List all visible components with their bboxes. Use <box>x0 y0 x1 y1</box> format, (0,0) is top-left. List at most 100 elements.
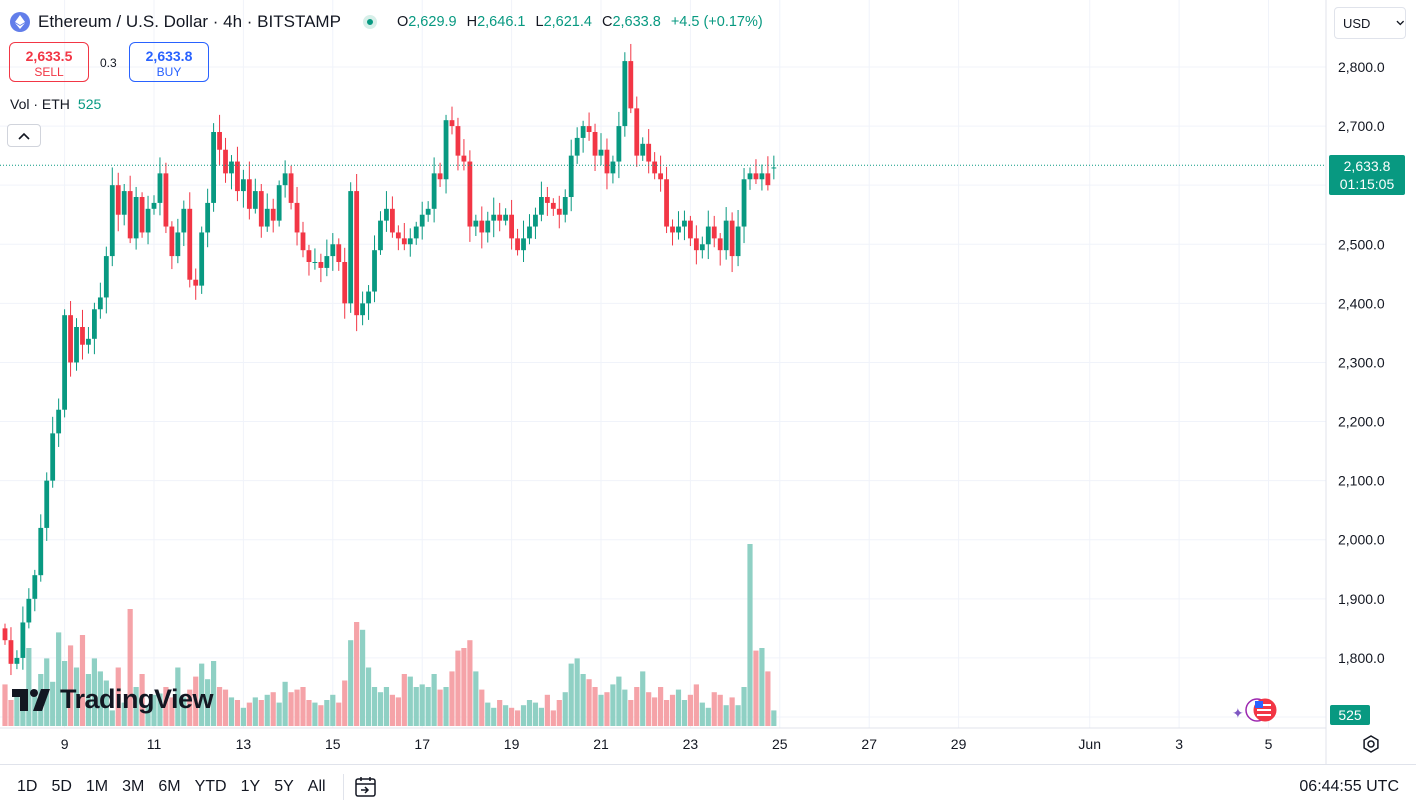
time-tick-label: 5 <box>1265 736 1273 752</box>
candle <box>288 173 294 203</box>
candle <box>109 185 115 257</box>
candle <box>753 173 759 180</box>
candle <box>264 208 270 227</box>
volume-bar <box>753 650 759 726</box>
volume-bar <box>479 689 485 726</box>
candle <box>395 232 401 239</box>
candle <box>574 137 580 156</box>
symbol-title[interactable]: Ethereum / U.S. Dollar · 4h · BITSTAMP <box>38 12 341 31</box>
volume-bar <box>73 667 80 726</box>
utc-clock[interactable]: 06:44:55 UTC <box>1299 777 1399 795</box>
candle <box>670 226 675 233</box>
candle <box>384 208 389 221</box>
market-flags-icon[interactable]: ✦ <box>1231 697 1283 725</box>
range-1m-button[interactable]: 1M <box>85 777 109 795</box>
chart-grid <box>0 0 1327 764</box>
volume-bar <box>562 692 568 726</box>
candle <box>485 220 491 233</box>
candle <box>562 197 568 215</box>
volume-bar <box>193 676 199 726</box>
last-price-tag: 2,633.8 01:15:05 <box>1329 155 1405 195</box>
candle <box>509 214 514 239</box>
volume-bar <box>389 694 395 726</box>
volume-bar <box>365 667 372 726</box>
volume-bar <box>544 694 550 726</box>
price-chart[interactable]: 1,800.0 1,900.0 2,000.0 2,100.0 2,200.0 2,300… <box>0 0 1416 764</box>
volume-bar <box>109 710 115 726</box>
volume-bar <box>151 694 157 726</box>
volume-bar <box>56 632 62 726</box>
volume-bar <box>294 689 300 726</box>
go-to-date-icon[interactable] <box>354 775 378 799</box>
volume-bar <box>681 700 688 726</box>
currency-select[interactable]: USD <box>1334 7 1406 39</box>
range-5d-button[interactable]: 5D <box>51 777 72 795</box>
candle <box>193 279 199 286</box>
range-1d-button[interactable]: 1D <box>17 777 38 795</box>
buy-button[interactable]: 2,633.8 BUY <box>129 42 209 82</box>
volume-legend[interactable]: Vol · ETH 525 <box>10 96 102 112</box>
chevron-down-icon <box>1396 20 1405 26</box>
volume-bar <box>419 684 425 726</box>
settings-icon[interactable] <box>1361 734 1381 754</box>
volume-bar <box>121 702 127 726</box>
time-tick-label: 27 <box>861 736 877 752</box>
candle <box>97 297 103 310</box>
volume-bar <box>759 648 765 726</box>
candle <box>282 173 288 186</box>
volume-bar <box>765 671 771 726</box>
candle <box>378 220 383 251</box>
volume-bar <box>485 702 491 726</box>
candle <box>211 132 216 203</box>
candle <box>527 226 532 239</box>
bottom-toolbar: 1D 5D 1M 3M 6M YTD 1Y 5Y All 06:44:55 UT… <box>0 764 1416 808</box>
volume-bar <box>640 671 646 726</box>
volume-bar <box>133 687 139 726</box>
candle <box>646 143 652 162</box>
volume-bar <box>628 700 634 726</box>
candle <box>145 208 151 233</box>
volume-bar <box>288 692 294 726</box>
candle <box>723 220 729 251</box>
volume-bar <box>473 671 479 726</box>
sell-button[interactable]: 2,633.5 SELL <box>9 42 89 82</box>
candle <box>664 179 669 227</box>
spread-value: 0.3 <box>100 56 117 70</box>
volume-bar <box>574 658 580 726</box>
candle <box>568 155 574 197</box>
candle <box>133 197 139 239</box>
volume-bar <box>741 687 747 726</box>
candle <box>390 208 395 233</box>
volume-bar <box>467 640 473 726</box>
volume-bar <box>538 707 544 726</box>
candle <box>550 202 556 209</box>
tradingview-logo[interactable]: TradingView <box>12 684 214 715</box>
volume-bar <box>139 674 145 726</box>
volume-bar <box>97 671 103 726</box>
volume-bar <box>62 661 68 726</box>
volume-bar <box>455 650 461 726</box>
volume-bar <box>675 689 682 726</box>
price-tick-label: 2,200.0 <box>1338 414 1385 430</box>
volume-bar <box>26 648 32 726</box>
candle <box>169 226 175 257</box>
range-6m-button[interactable]: 6M <box>158 777 181 795</box>
volume-bar <box>252 697 258 726</box>
volume-bar <box>240 707 246 726</box>
volume-bar <box>413 687 419 726</box>
candle <box>324 256 330 268</box>
candle <box>533 214 538 227</box>
volume-bar <box>461 648 467 726</box>
candle <box>705 226 711 245</box>
range-ytd-button[interactable]: YTD <box>194 777 227 795</box>
collapse-legend-button[interactable] <box>7 124 41 147</box>
price-tick-label: 2,100.0 <box>1338 473 1385 489</box>
volume-bar <box>747 544 753 726</box>
volume-bar <box>8 700 14 726</box>
range-5y-button[interactable]: 5Y <box>274 777 294 795</box>
range-1y-button[interactable]: 1Y <box>240 777 261 795</box>
candle <box>497 214 503 221</box>
range-3m-button[interactable]: 3M <box>122 777 145 795</box>
candle <box>676 226 681 233</box>
range-all-button[interactable]: All <box>307 777 326 795</box>
